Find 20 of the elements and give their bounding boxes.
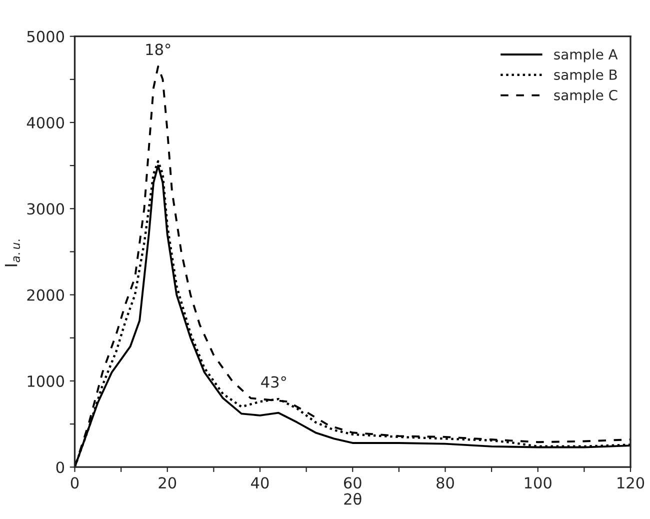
- annotation: 43°: [261, 376, 286, 388]
- y-tick-label: 3000: [27, 203, 64, 215]
- x-tick-label: 40: [251, 477, 269, 489]
- legend-label: sample C: [554, 90, 618, 104]
- y-tick-label: 1000: [28, 375, 64, 387]
- x-tick-label: 120: [618, 477, 644, 489]
- y-tick-label: 2000: [27, 289, 64, 301]
- y-tick-label: 5000: [27, 30, 64, 42]
- x-axis-title: 2θ: [344, 492, 362, 505]
- x-tick-label: 100: [524, 477, 552, 489]
- x-tick-label: 20: [158, 477, 176, 489]
- y-axis-title: I$_{a.u.}$: [4, 240, 20, 266]
- y-tick-label: 0: [56, 462, 64, 474]
- x-tick-label: 60: [344, 477, 362, 489]
- legend-label: sample B: [554, 69, 617, 83]
- annotation: 18°: [146, 44, 170, 56]
- x-tick-label: 0: [70, 477, 79, 489]
- legend-label: sample A: [554, 48, 618, 62]
- y-tick-label: 4000: [26, 116, 64, 129]
- x-tick-label: 80: [436, 477, 454, 489]
